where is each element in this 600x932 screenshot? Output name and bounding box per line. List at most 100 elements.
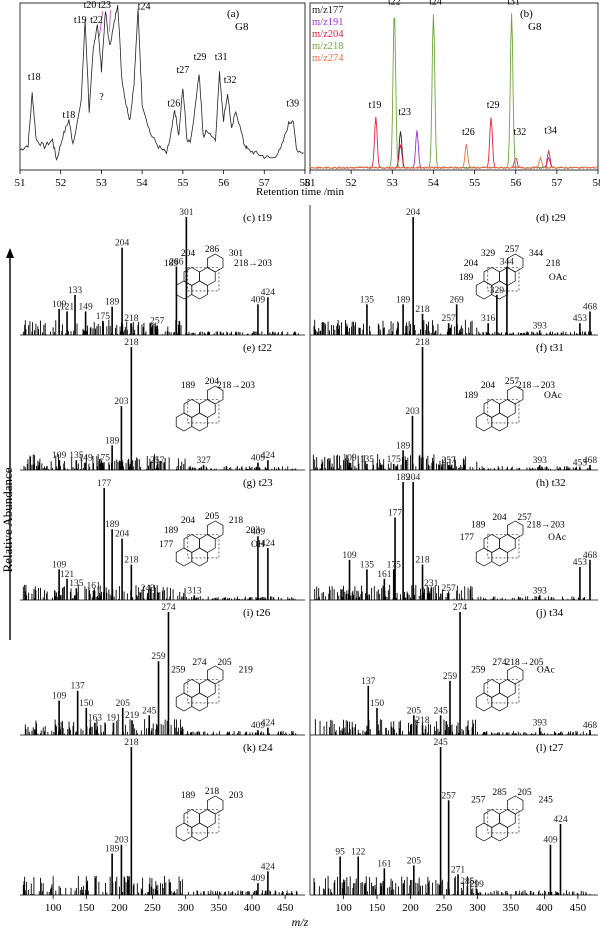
peak-label: 316 bbox=[481, 314, 496, 324]
fragment-label: 257 bbox=[505, 245, 520, 255]
peak-label: 218 bbox=[415, 305, 430, 315]
x-tick-label: 400 bbox=[244, 902, 261, 914]
fragment-label: 329 bbox=[481, 249, 496, 259]
peak-label: 177 bbox=[388, 508, 403, 518]
panel-label: (d) t29 bbox=[536, 212, 566, 224]
fragment-label: 257 bbox=[505, 377, 520, 387]
peak-label: 135 bbox=[360, 295, 375, 305]
peak-label: ? bbox=[99, 92, 104, 103]
structure-ring bbox=[183, 679, 200, 698]
peak-label: 205 bbox=[407, 856, 422, 866]
peak-label: 424 bbox=[261, 862, 276, 872]
fragment-label: 204 bbox=[181, 516, 196, 526]
peak-label: 393 bbox=[533, 586, 548, 596]
fragment-label: 189 bbox=[164, 526, 179, 536]
xlabel-retention: Retention time /min bbox=[256, 186, 344, 198]
coelution-marker bbox=[98, 11, 104, 37]
peak-label: 468 bbox=[583, 721, 598, 731]
fragment-label: 205 bbox=[517, 788, 532, 798]
peak-label: 424 bbox=[261, 288, 276, 298]
peak-label: 137 bbox=[361, 677, 376, 687]
fragment-box bbox=[487, 267, 520, 292]
peak-label: t26 bbox=[462, 127, 475, 138]
x-tick-label: 53 bbox=[387, 177, 399, 189]
fragment-box bbox=[187, 399, 220, 424]
x-tick-label: 51 bbox=[15, 177, 26, 189]
x-tick-label: 250 bbox=[144, 902, 161, 914]
peak-label: 257 bbox=[442, 314, 457, 324]
peak-label: 135 bbox=[69, 451, 84, 461]
structure-ring bbox=[191, 822, 208, 842]
legend-entry: m/z177 bbox=[312, 5, 344, 16]
series-line bbox=[309, 143, 599, 170]
fragment-label: 203 bbox=[229, 791, 244, 801]
peak-label: 149 bbox=[78, 454, 93, 464]
peak-label: 257 bbox=[150, 456, 165, 466]
legend-entry: m/z204 bbox=[312, 29, 344, 40]
peak-label: 409 bbox=[251, 874, 266, 884]
peak-label: 259 bbox=[151, 652, 166, 662]
peak-label: 205 bbox=[407, 706, 422, 716]
peak-label: 191 bbox=[106, 714, 121, 724]
fragment-box bbox=[187, 809, 220, 834]
peak-label: 189 bbox=[396, 295, 411, 305]
structure-ring bbox=[175, 692, 193, 712]
x-tick-label: 450 bbox=[277, 902, 294, 914]
peak-label: 271 bbox=[451, 865, 466, 875]
x-tick-label: 450 bbox=[570, 902, 587, 914]
x-tick-label: 54 bbox=[428, 177, 440, 189]
peak-label: 203 bbox=[114, 836, 129, 846]
fragment-label: 189 bbox=[164, 259, 179, 269]
peak-label: t24 bbox=[429, 0, 442, 8]
peak-label: 133 bbox=[68, 286, 83, 296]
ylabel-group: Relative Abundance bbox=[0, 248, 15, 640]
peak-label: 424 bbox=[261, 451, 276, 461]
peak-label: 245 bbox=[142, 706, 157, 716]
structure-ring bbox=[507, 385, 524, 405]
ms-panel-l: 100 150 200 250 300 350 400 450 95 122 161 205 245 25… bbox=[309, 735, 598, 914]
peak-label: 468 bbox=[583, 456, 598, 466]
peak-label: 189 bbox=[396, 473, 411, 483]
peak-label: t22 bbox=[388, 0, 401, 8]
peak-label: 135 bbox=[69, 579, 84, 589]
peak-label: 218 bbox=[124, 314, 139, 324]
panel-label: (j) t34 bbox=[536, 607, 564, 619]
peak-label: 259 bbox=[443, 672, 458, 682]
panel-label: (c) t19 bbox=[243, 212, 273, 224]
structure-ring bbox=[483, 809, 500, 828]
peak-label: 274 bbox=[453, 603, 468, 613]
peak-label: 218 bbox=[124, 556, 139, 566]
peak-label: 313 bbox=[187, 586, 202, 596]
fragment-label: 177 bbox=[460, 533, 475, 543]
peak-label: t23 bbox=[398, 107, 411, 118]
peak-label: 274 bbox=[161, 603, 176, 613]
peak-label: 218 bbox=[124, 338, 139, 348]
xlabel-mz: m/z bbox=[292, 915, 309, 929]
structure-ring bbox=[499, 679, 516, 698]
structure-ring bbox=[175, 280, 193, 300]
peak-label: 135 bbox=[360, 560, 375, 570]
x-tick-label: 250 bbox=[436, 902, 453, 914]
peak-label: 189 bbox=[105, 436, 120, 446]
x-tick-label: 400 bbox=[536, 902, 553, 914]
x-tick-label: 350 bbox=[211, 902, 228, 914]
structure-ring bbox=[175, 412, 193, 432]
x-tick-label: 55 bbox=[177, 177, 189, 189]
peak-label: 393 bbox=[533, 321, 548, 331]
structure-ring bbox=[175, 822, 193, 842]
fragment-label: 204 bbox=[205, 377, 220, 387]
peak-label: t32 bbox=[513, 127, 526, 138]
peak-label: 161 bbox=[86, 582, 101, 592]
fragment-label: 205 bbox=[205, 512, 220, 522]
peak-label: 109 bbox=[52, 692, 67, 702]
structure-ring bbox=[491, 547, 508, 567]
x-tick-label: 100 bbox=[335, 902, 352, 914]
panel-label: (e) t22 bbox=[243, 342, 272, 354]
peak-label: 204 bbox=[406, 208, 421, 218]
peak-label: 453 bbox=[573, 558, 588, 568]
fragment-label: OH bbox=[251, 540, 265, 550]
